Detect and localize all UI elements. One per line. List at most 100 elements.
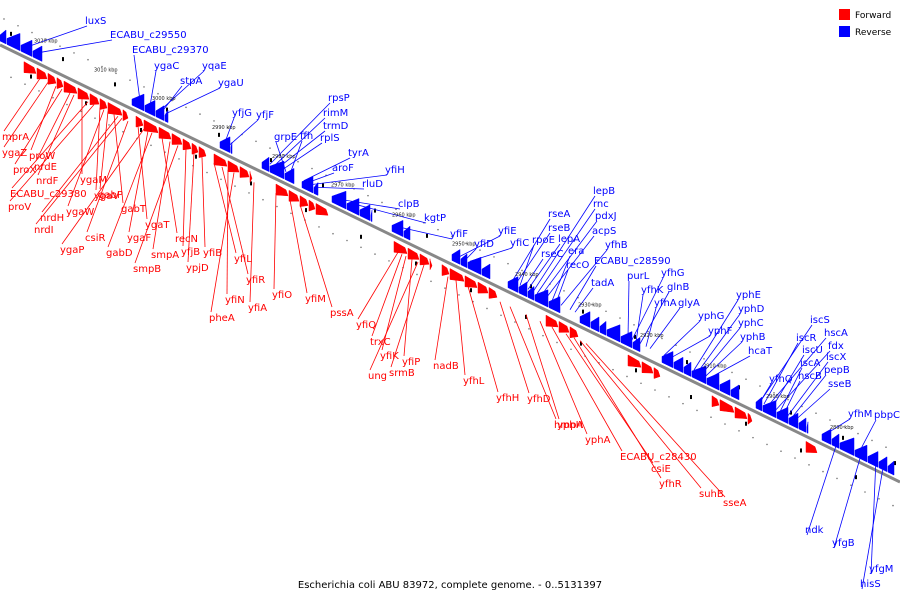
forward-gene-label[interactable]: yfhR: [659, 479, 682, 490]
forward-gene[interactable]: [653, 367, 661, 379]
reverse-gene[interactable]: [821, 428, 832, 445]
reverse-gene[interactable]: [6, 33, 21, 52]
forward-gene[interactable]: [393, 240, 408, 254]
reverse-gene[interactable]: [534, 289, 549, 308]
reverse-gene-label[interactable]: pbpC: [874, 410, 900, 421]
forward-gene[interactable]: [198, 146, 207, 158]
forward-gene-label[interactable]: proW: [29, 151, 55, 162]
forward-gene[interactable]: [299, 195, 309, 207]
reverse-gene[interactable]: [887, 460, 895, 476]
reverse-gene-label[interactable]: tadA: [591, 278, 614, 289]
forward-gene[interactable]: [569, 326, 579, 339]
reverse-gene-label[interactable]: pdxJ: [595, 211, 617, 222]
forward-gene[interactable]: [719, 399, 735, 413]
forward-gene[interactable]: [558, 320, 570, 333]
reverse-gene[interactable]: [481, 263, 491, 280]
reverse-gene[interactable]: [878, 456, 888, 473]
reverse-gene-label[interactable]: glnB: [667, 282, 689, 293]
reverse-gene-label[interactable]: rpsP: [328, 93, 350, 104]
forward-gene[interactable]: [77, 87, 90, 100]
reverse-gene-label[interactable]: rnc: [593, 199, 609, 210]
reverse-gene[interactable]: [730, 384, 740, 401]
reverse-gene-label[interactable]: trmD: [323, 121, 349, 132]
reverse-gene[interactable]: [579, 311, 591, 328]
reverse-gene-label[interactable]: yfhQ: [769, 374, 793, 385]
forward-gene-label[interactable]: yfiP: [402, 357, 420, 368]
reverse-gene-label[interactable]: yphB: [740, 332, 766, 343]
forward-gene-label[interactable]: yfiM: [305, 294, 326, 305]
reverse-gene-label[interactable]: yfiH: [385, 165, 405, 176]
reverse-gene-label[interactable]: yfgB: [832, 538, 855, 549]
forward-gene-label[interactable]: pheA: [209, 313, 235, 324]
reverse-gene[interactable]: [460, 253, 468, 269]
reverse-gene[interactable]: [620, 331, 633, 349]
reverse-gene-label[interactable]: yfhB: [605, 240, 628, 251]
reverse-gene[interactable]: [32, 45, 43, 62]
reverse-gene-label[interactable]: yfiD: [474, 239, 494, 250]
forward-gene[interactable]: [107, 102, 123, 116]
forward-gene[interactable]: [275, 183, 289, 197]
reverse-gene[interactable]: [673, 356, 684, 374]
reverse-gene[interactable]: [261, 156, 270, 173]
reverse-gene[interactable]: [867, 451, 879, 468]
reverse-gene-label[interactable]: ygaU: [218, 78, 244, 89]
forward-gene-label[interactable]: yfiL: [234, 254, 252, 265]
reverse-gene-label[interactable]: acpS: [592, 226, 616, 237]
forward-gene[interactable]: [464, 275, 478, 288]
forward-gene-label[interactable]: smpB: [133, 264, 161, 275]
reverse-gene[interactable]: [131, 93, 145, 112]
forward-gene-label[interactable]: ygaW: [66, 207, 94, 218]
reverse-gene[interactable]: [798, 417, 807, 433]
forward-gene-label[interactable]: yfiN: [225, 295, 245, 306]
forward-gene[interactable]: [213, 153, 228, 167]
reverse-gene-label[interactable]: yfhA: [654, 298, 677, 309]
reverse-gene[interactable]: [548, 296, 561, 314]
forward-gene[interactable]: [227, 160, 240, 173]
reverse-gene-label[interactable]: yphE: [736, 290, 761, 301]
forward-gene-label[interactable]: trxC: [370, 337, 391, 348]
forward-gene-label[interactable]: recN: [175, 234, 198, 245]
forward-gene[interactable]: [158, 126, 172, 140]
reverse-gene[interactable]: [359, 204, 371, 222]
reverse-gene[interactable]: [346, 198, 360, 216]
forward-gene-label[interactable]: yphH: [557, 420, 583, 431]
forward-gene[interactable]: [182, 138, 192, 151]
forward-gene-label[interactable]: yfiA: [248, 303, 267, 314]
forward-gene-label[interactable]: gabD: [106, 248, 133, 259]
forward-gene[interactable]: [249, 171, 253, 183]
reverse-gene-label[interactable]: ffh: [300, 131, 313, 142]
forward-gene-label[interactable]: hmpA: [554, 420, 583, 431]
reverse-gene[interactable]: [806, 421, 809, 434]
forward-gene-label[interactable]: mprA: [2, 132, 29, 143]
reverse-gene-label[interactable]: hscA: [824, 328, 848, 339]
reverse-gene-label[interactable]: hscB: [798, 371, 822, 382]
forward-gene-label[interactable]: yfjB: [181, 247, 200, 258]
reverse-gene-label[interactable]: recO: [566, 260, 590, 271]
forward-gene[interactable]: [47, 72, 57, 85]
reverse-gene-label[interactable]: yphF: [708, 326, 733, 337]
reverse-gene-label[interactable]: iscS: [810, 315, 830, 326]
reverse-gene[interactable]: [527, 285, 535, 301]
forward-gene-label[interactable]: nrdE: [34, 162, 57, 173]
forward-gene[interactable]: [171, 133, 183, 145]
forward-gene-label[interactable]: gabP: [98, 190, 123, 201]
forward-gene[interactable]: [407, 247, 420, 260]
forward-gene-label[interactable]: smpA: [151, 250, 179, 261]
reverse-gene[interactable]: [155, 105, 165, 122]
reverse-gene-label[interactable]: yphG: [698, 311, 724, 322]
forward-gene-label[interactable]: ECABU_c29380: [10, 189, 87, 200]
reverse-gene-label[interactable]: iscU: [802, 345, 823, 356]
forward-gene[interactable]: [441, 264, 450, 276]
reverse-gene[interactable]: [164, 109, 169, 123]
forward-gene-label[interactable]: gabT: [121, 204, 147, 215]
reverse-gene-label[interactable]: clpB: [398, 199, 420, 210]
forward-gene[interactable]: [477, 281, 489, 294]
reverse-gene[interactable]: [599, 320, 607, 336]
forward-gene-label[interactable]: ypjD: [186, 263, 209, 274]
forward-gene-label[interactable]: csiE: [651, 464, 671, 475]
reverse-gene[interactable]: [755, 396, 763, 412]
reverse-gene-label[interactable]: yqaE: [202, 61, 227, 72]
forward-gene-label[interactable]: yfhD: [527, 394, 551, 405]
reverse-gene[interactable]: [719, 379, 731, 396]
forward-gene[interactable]: [315, 203, 329, 216]
